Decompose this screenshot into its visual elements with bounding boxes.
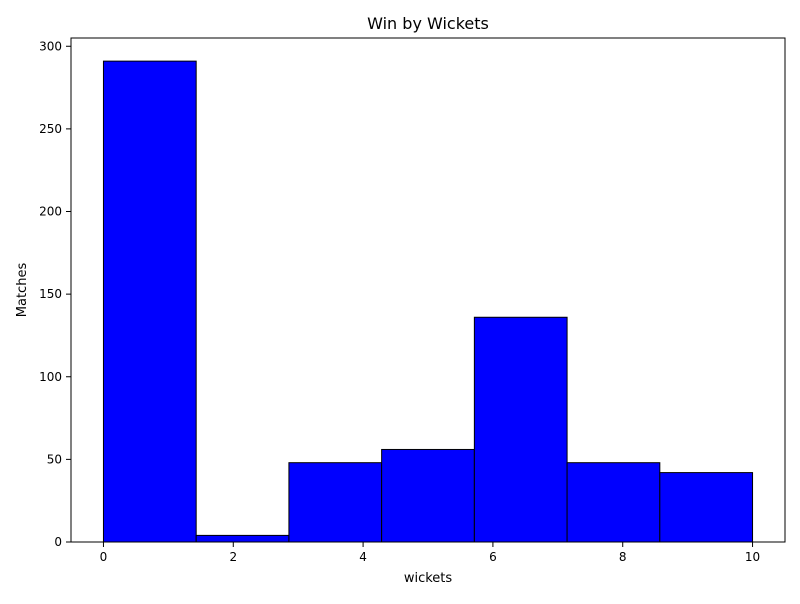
x-tick-label: 2	[229, 550, 237, 564]
x-tick-label: 10	[745, 550, 760, 564]
x-axis-label: wickets	[404, 571, 453, 586]
histogram-bar-6	[566, 462, 661, 543]
histogram-bar-4	[381, 448, 475, 543]
histogram-bar-1	[102, 60, 197, 543]
y-tick-label: 100	[39, 370, 62, 384]
y-tick-label: 200	[39, 205, 62, 219]
y-tick-label: 250	[39, 122, 62, 136]
chart-title: Win by Wickets	[367, 14, 489, 33]
histogram-bar-2	[195, 534, 290, 543]
y-axis: 0 50 100 150 200 250 300	[39, 39, 71, 549]
x-tick-label: 8	[619, 550, 627, 564]
histogram-bar-7	[659, 472, 754, 543]
x-axis: 0 2 4 6 8 10	[100, 542, 760, 564]
histogram-bar-3	[288, 462, 383, 543]
x-tick-label: 0	[100, 550, 108, 564]
plot-frame	[70, 37, 786, 543]
histogram-bar-5	[473, 316, 568, 543]
bars-group	[102, 60, 754, 543]
x-tick-label: 4	[359, 550, 367, 564]
y-tick-label: 300	[39, 39, 62, 53]
y-tick-label: 50	[47, 452, 62, 466]
y-axis-label: Matches	[15, 263, 30, 318]
y-tick-label: 150	[39, 287, 62, 301]
x-tick-label: 6	[489, 550, 497, 564]
y-tick-label: 0	[54, 535, 62, 549]
